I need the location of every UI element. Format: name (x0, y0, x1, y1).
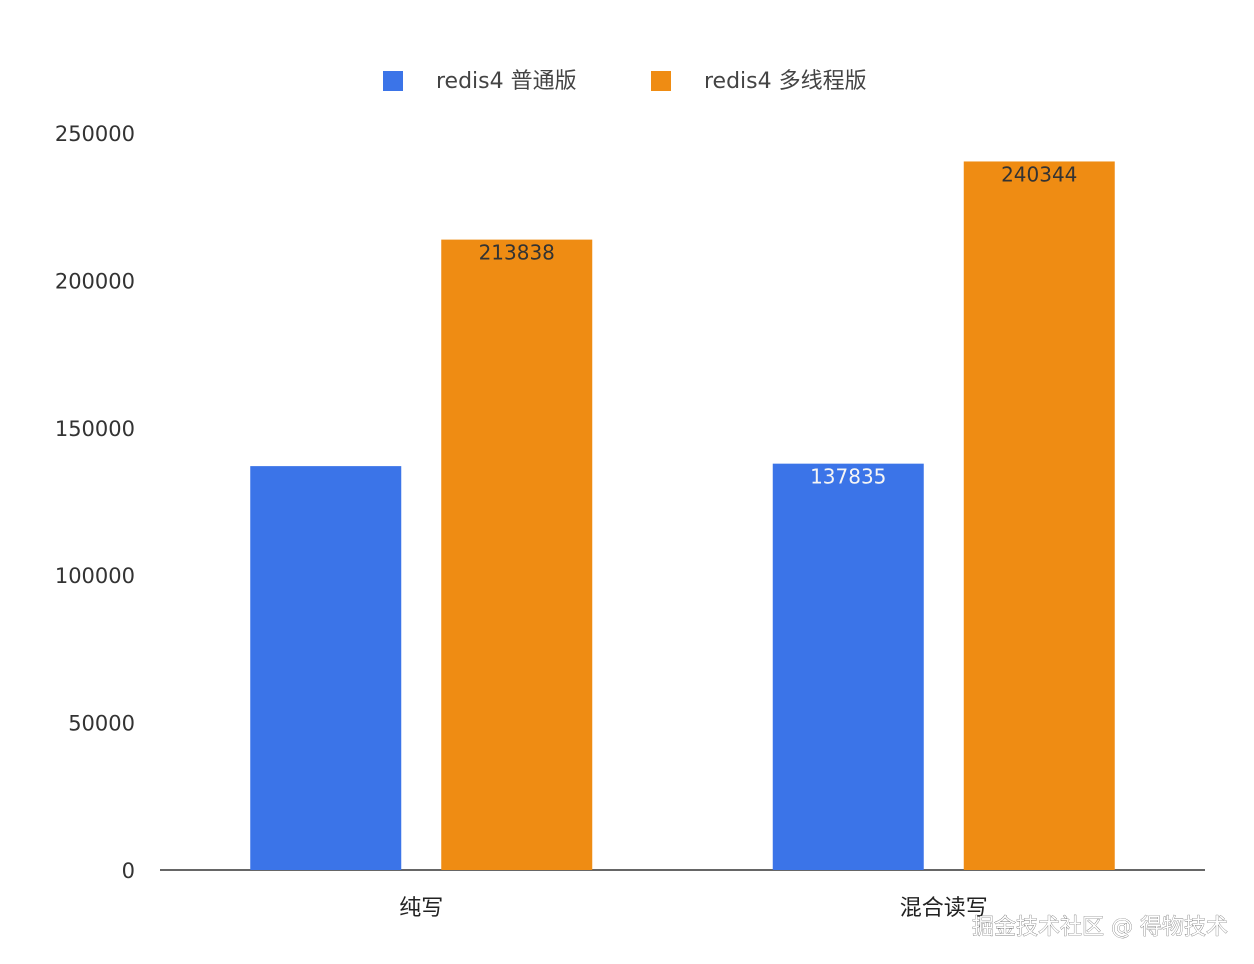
x-category-label: 纯写 (399, 896, 443, 921)
y-tick-label: 50000 (68, 712, 135, 736)
legend-swatch-1 (383, 71, 403, 91)
watermark-text: 掘金技术社区 @ 得物技术 (972, 915, 1228, 940)
y-tick-label: 0 (122, 859, 135, 883)
bar-1-2 (772, 463, 924, 870)
bar-1-1 (250, 466, 402, 870)
y-tick-label: 250000 (55, 122, 135, 146)
y-tick-label: 200000 (55, 269, 135, 293)
data-label: 137835 (810, 465, 886, 489)
data-label: 240344 (1001, 162, 1077, 186)
y-tick-label: 150000 (55, 417, 135, 441)
legend-label-1: redis4 普通版 (436, 69, 577, 94)
legend-swatch-2 (651, 71, 671, 91)
bar-2-1 (441, 239, 593, 870)
data-label: 213838 (479, 241, 555, 265)
x-category-label: 混合读写 (900, 896, 988, 921)
legend-label-2: redis4 多线程版 (704, 69, 867, 94)
bar-2-2 (963, 161, 1115, 870)
y-tick-label: 100000 (55, 564, 135, 588)
